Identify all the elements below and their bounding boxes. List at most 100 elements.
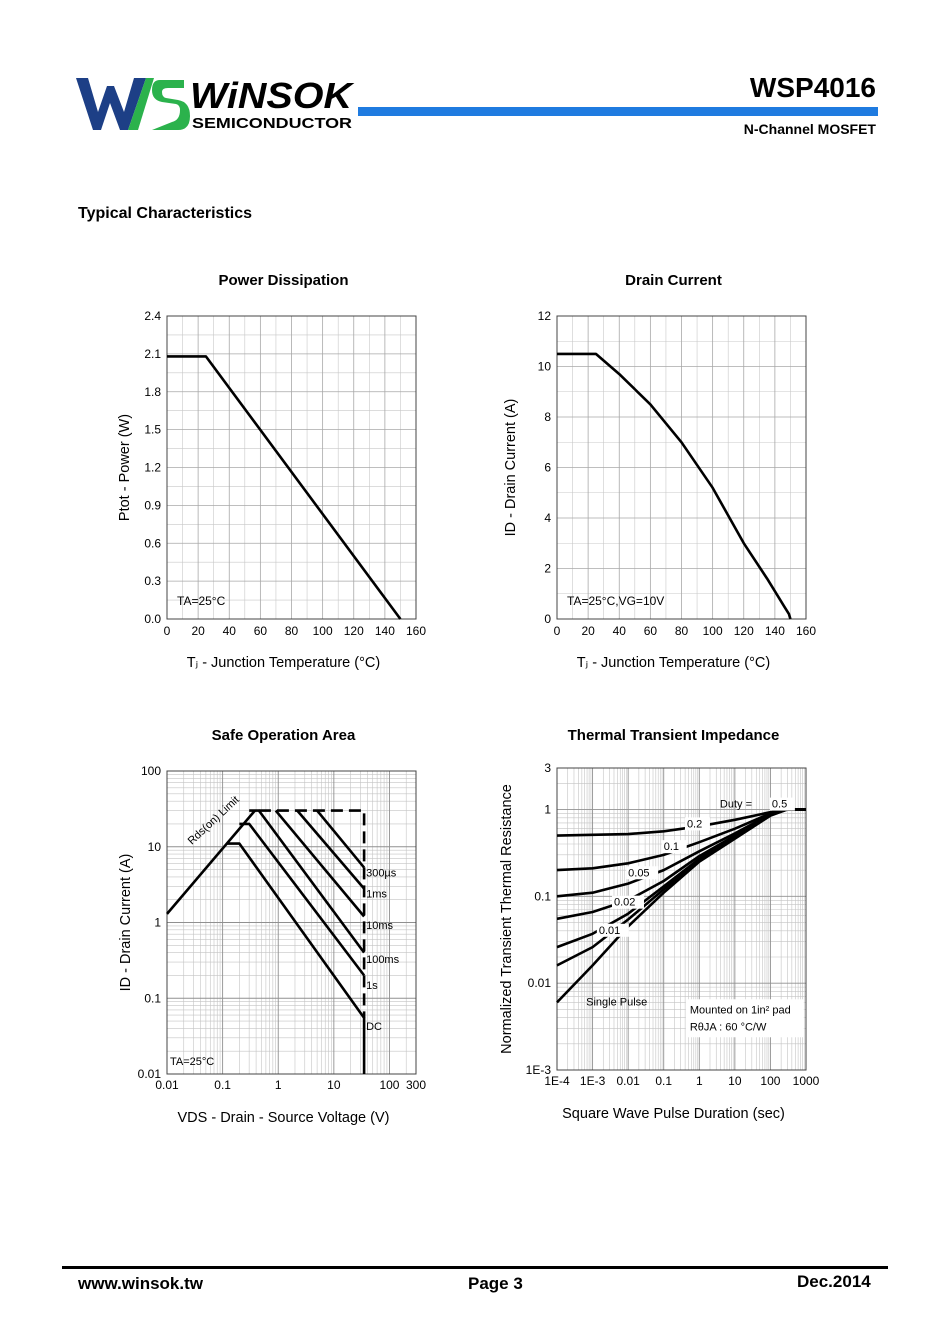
part-number: WSP4016 [749, 72, 876, 103]
footer-date: Dec.2014 [797, 1272, 871, 1291]
series-line-dc [227, 842, 366, 1074]
plot-frame [556, 767, 807, 1071]
y-tick-label: 4 [544, 511, 551, 525]
drain-current-chart: 0 20 40 60 80 100 120 140 160 0 2 4 6 8 10 12 TA=25°C,VG… [503, 272, 816, 671]
series-label: 0.05 [628, 867, 649, 879]
series-line-id [557, 352, 792, 620]
series-label: 10ms [366, 920, 393, 932]
x-tick-label: 160 [406, 624, 426, 638]
series-line-pulse-limit [258, 809, 366, 1018]
footer-page-number: Page 3 [468, 1274, 523, 1293]
logo-w-mark [76, 78, 146, 130]
x-tick-label: 60 [254, 624, 268, 638]
y-tick-label: 1E-3 [526, 1063, 552, 1077]
x-tick-label: 60 [644, 624, 658, 638]
series-line-single-pulse [556, 808, 806, 1004]
footer-url[interactable]: www.winsok.tw [78, 1274, 203, 1293]
series-label: 0.01 [599, 925, 620, 937]
section-title: Typical Characteristics [78, 205, 253, 222]
x-axis-label: VDS - Drain - Source Voltage (V) [178, 1110, 390, 1126]
y-tick-label: 1.8 [144, 385, 161, 399]
y-tick-label: 0.9 [144, 498, 161, 512]
x-tick-label: 100 [313, 624, 333, 638]
series-label: 0.5 [772, 799, 787, 811]
x-tick-label: 10 [728, 1074, 742, 1088]
x-tick-label: 10 [327, 1078, 341, 1092]
x-axis-label: Tⱼ - Junction Temperature (°C) [187, 655, 380, 671]
x-tick-label: 80 [675, 624, 689, 638]
x-tick-label: 0.01 [616, 1074, 640, 1088]
x-tick-label: 160 [796, 624, 816, 638]
series-label-bg [769, 797, 795, 811]
x-tick-label: 1E-3 [580, 1074, 606, 1088]
series-label-bg [626, 866, 659, 880]
chart-title: Safe Operation Area [212, 727, 356, 744]
chart-title: Drain Current [625, 272, 722, 289]
y-tick-label: 0 [544, 612, 551, 626]
series-label: Single Pulse [586, 997, 647, 1009]
x-tick-label: 40 [613, 624, 627, 638]
winsok-logo: WiNSOK SEMICONDUCTOR [76, 75, 355, 132]
logo-s-mark [152, 80, 190, 130]
series-label: 1s [366, 980, 378, 992]
x-tick-label: 0.1 [214, 1078, 231, 1092]
series-label-bg [661, 840, 687, 854]
x-tick-label: 1 [275, 1078, 282, 1092]
series-label-bg [611, 895, 644, 909]
x-axis-label: Tⱼ - Junction Temperature (°C) [577, 655, 770, 671]
y-tick-label: 3 [544, 761, 551, 775]
x-tick-label: 100 [703, 624, 723, 638]
x-tick-label: 0.01 [155, 1078, 179, 1092]
y-tick-label: 2 [544, 562, 551, 576]
series-line-ptot [167, 355, 402, 620]
x-tick-label: 300 [406, 1078, 426, 1092]
y-tick-label: 1 [544, 802, 551, 816]
logo-wordmark: WiNSOK [190, 75, 355, 116]
header-rule [358, 107, 878, 116]
series-line-rds-on-limit [166, 809, 256, 915]
x-tick-label: 40 [223, 624, 237, 638]
series-label: DC [366, 1021, 382, 1033]
series-label: 100ms [366, 954, 400, 966]
x-tick-label: 1000 [793, 1074, 820, 1088]
y-tick-label: 6 [544, 461, 551, 475]
series-line-300-s [316, 809, 366, 869]
thermal-impedance-chart: 1E-4 1E-3 0.01 0.1 1 10 100 10001E-30.010.1130.… [499, 727, 820, 1122]
x-tick-label: 140 [765, 624, 785, 638]
y-axis-label: ID - Drain Current (A) [118, 854, 134, 992]
y-tick-label: 0.01 [528, 976, 552, 990]
y-tick-label: 100 [141, 764, 161, 778]
y-axis-label: ID - Drain Current (A) [503, 399, 519, 537]
x-tick-label: 1 [696, 1074, 703, 1088]
footer-rule [62, 1266, 888, 1269]
plot-frame [166, 770, 417, 1075]
series-label: 1ms [366, 889, 387, 901]
chart-title: Power Dissipation [218, 272, 348, 289]
x-axis-label: Square Wave Pulse Duration (sec) [562, 1106, 785, 1122]
power-dissipation-chart: 0 20 40 60 80 100 120 140 160 0.0 0.3 0.6 0.9 1.2 1.5 1… [117, 272, 426, 671]
y-axis-label: Ptot - Power (W) [117, 414, 133, 521]
y-tick-label: 0.3 [144, 574, 161, 588]
x-tick-label: 100 [760, 1074, 780, 1088]
logo-w-accent [128, 78, 154, 130]
y-tick-label: 10 [148, 840, 162, 854]
y-tick-label: 0.0 [144, 612, 161, 626]
y-tick-label: 12 [538, 309, 552, 323]
y-tick-label: 1.2 [144, 461, 161, 475]
x-tick-label: 20 [191, 624, 205, 638]
part-subtitle: N-Channel MOSFET [743, 121, 876, 137]
y-tick-label: 2.1 [144, 347, 161, 361]
y-tick-label: 1 [154, 916, 161, 930]
thermal-resistance-note: RθJA : 60 °C/W [690, 1021, 767, 1033]
x-tick-label: 120 [734, 624, 754, 638]
series-line-1ms [296, 809, 366, 890]
condition-annotation: TA=25°C,VG=10V [567, 594, 664, 608]
x-tick-label: 0.1 [655, 1074, 672, 1088]
x-tick-label: 140 [375, 624, 395, 638]
series-label: 0.2 [687, 818, 702, 830]
duty-label: Duty = [720, 799, 752, 811]
series-line-10ms [274, 809, 366, 918]
series-label: 300µs [366, 867, 397, 879]
plot-frame [166, 315, 417, 620]
series-label: 0.02 [614, 897, 635, 909]
